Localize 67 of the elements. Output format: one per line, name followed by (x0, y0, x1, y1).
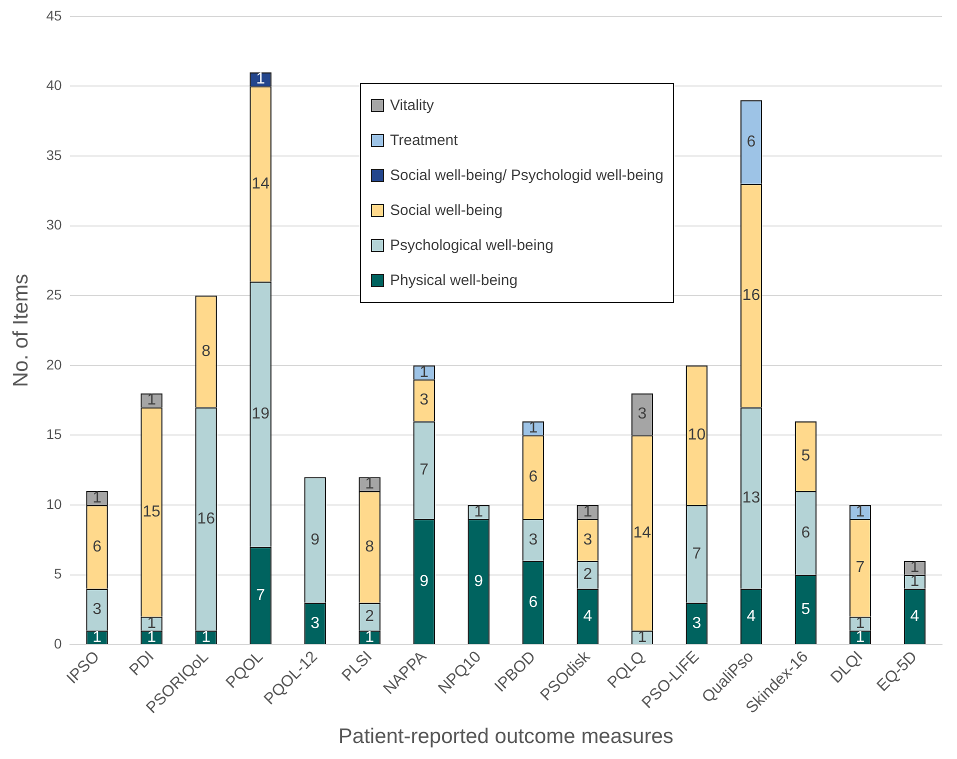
data-label: 7 (692, 545, 702, 562)
data-label: 2 (583, 566, 592, 584)
data-label: 9 (474, 572, 484, 590)
data-label: 6 (528, 594, 538, 611)
data-label: 3 (583, 531, 592, 548)
legend-label: Social well-being/ Psychologid well-being (390, 167, 664, 184)
data-label: 3 (310, 614, 320, 632)
data-label: 1 (365, 628, 374, 646)
data-label: 4 (910, 608, 920, 625)
data-label: 15 (142, 503, 161, 520)
data-label: 1 (147, 392, 156, 409)
data-label: 5 (801, 600, 810, 618)
data-label: 10 (688, 426, 706, 444)
y-tick-label: 40 (46, 77, 62, 94)
data-label: 7 (856, 559, 865, 576)
data-label: 4 (583, 608, 592, 625)
x-axis-title: Patient-reported outcome measures (338, 725, 674, 748)
data-label: 3 (92, 601, 102, 618)
data-label: 4 (746, 608, 756, 625)
data-label: 16 (197, 510, 216, 528)
data-label: 9 (420, 572, 429, 590)
y-tick-label: 35 (46, 146, 62, 163)
data-label: 1 (420, 364, 429, 381)
legend-label: Treatment (390, 132, 458, 149)
data-label: 1 (92, 489, 102, 506)
data-label: 3 (638, 406, 647, 423)
data-label: 19 (252, 406, 270, 423)
data-label: 1 (474, 503, 484, 520)
data-label: 3 (528, 531, 538, 548)
data-label: 5 (801, 448, 810, 465)
data-label: 1 (638, 628, 647, 646)
y-tick-label: 20 (46, 356, 62, 372)
data-label: 1 (92, 628, 102, 646)
data-label: 3 (692, 614, 702, 632)
data-label: 8 (365, 538, 374, 556)
data-label: 7 (256, 586, 266, 604)
data-label: 1 (202, 628, 211, 646)
data-label: 14 (252, 175, 270, 192)
data-label: 1 (528, 420, 538, 437)
data-label: 3 (420, 392, 429, 409)
data-label: 6 (92, 538, 102, 556)
y-tick-label: 15 (46, 426, 62, 442)
data-label: 7 (420, 462, 429, 479)
y-tick-label: 25 (46, 286, 62, 302)
data-label: 16 (742, 287, 760, 304)
legend-label: Social well-being (390, 202, 503, 219)
y-tick-label: 30 (46, 216, 62, 233)
data-label: 6 (801, 524, 810, 542)
data-label: 1 (256, 70, 266, 88)
y-tick-label: 10 (46, 496, 62, 512)
data-label: 8 (202, 342, 211, 360)
data-label: 13 (742, 489, 760, 506)
data-label: 6 (746, 133, 756, 150)
data-label: 1 (365, 475, 374, 492)
data-label: 9 (310, 531, 320, 548)
y-tick-label: 5 (54, 566, 62, 582)
data-label: 2 (365, 608, 374, 626)
data-label: 1 (583, 503, 592, 520)
y-axis-title: No. of Items (9, 274, 32, 388)
legend-label: Psychological well-being (390, 237, 554, 254)
legend-label: Physical well-being (390, 272, 518, 289)
data-label: 14 (633, 524, 652, 542)
legend-label: Vitality (390, 97, 434, 114)
y-tick-label: 0 (54, 635, 62, 652)
data-label: 6 (528, 468, 538, 486)
y-tick-label: 45 (46, 7, 62, 24)
data-label: 1 (856, 503, 865, 520)
